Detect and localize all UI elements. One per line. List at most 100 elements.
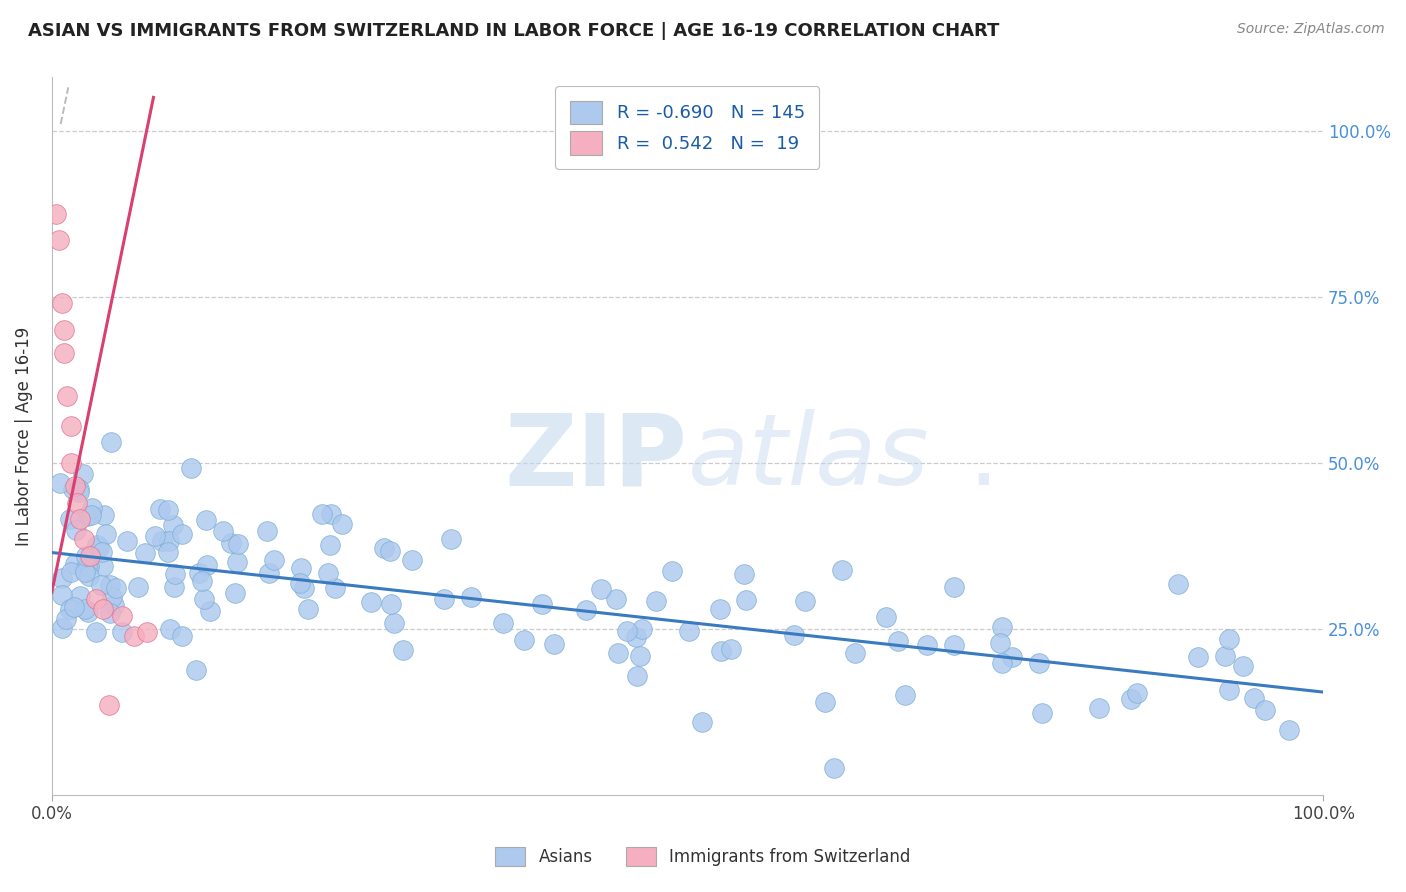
Point [170, 527, 193, 541]
Point [709, 602, 731, 616]
Point [53, 323, 76, 337]
Point [943, 638, 966, 652]
Point [783, 627, 806, 641]
Point [1232, 659, 1254, 673]
Point [101, 590, 124, 604]
Point [51, 588, 73, 602]
Point [67, 485, 90, 500]
Point [492, 616, 515, 631]
Point [1218, 682, 1240, 697]
Point [55, 612, 77, 626]
Point [710, 644, 733, 658]
Point [134, 545, 156, 559]
Point [111, 608, 134, 623]
Point [103, 599, 125, 613]
Point [165, 567, 187, 582]
Point [1028, 657, 1050, 671]
Point [65, 524, 87, 538]
Point [59, 512, 82, 526]
Point [194, 513, 217, 527]
Point [380, 597, 402, 611]
Point [48, 233, 70, 247]
Point [91, 558, 114, 573]
Point [432, 592, 454, 607]
Point [1001, 649, 1024, 664]
Point [316, 566, 339, 581]
Text: Source: ZipAtlas.com: Source: ZipAtlas.com [1237, 22, 1385, 37]
Point [392, 642, 415, 657]
Point [605, 592, 627, 607]
Point [942, 580, 965, 594]
Point [626, 669, 648, 683]
Point [678, 624, 700, 638]
Point [59, 456, 82, 470]
Point [1243, 691, 1265, 706]
Point [97, 698, 120, 713]
Point [360, 595, 382, 609]
Point [440, 532, 463, 546]
Point [814, 695, 837, 709]
Point [157, 545, 180, 559]
Point [894, 689, 917, 703]
Y-axis label: In Labor Force | Age 16-19: In Labor Force | Age 16-19 [15, 326, 32, 546]
Point [794, 593, 817, 607]
Point [77, 558, 100, 573]
Point [530, 597, 553, 611]
Point [69, 512, 91, 526]
Point [59, 419, 82, 434]
Point [1088, 701, 1111, 715]
Point [91, 602, 114, 616]
Point [111, 625, 134, 640]
Point [644, 594, 666, 608]
Point [292, 581, 315, 595]
Point [513, 632, 536, 647]
Point [212, 524, 235, 539]
Point [56, 389, 79, 403]
Point [382, 616, 405, 631]
Point [79, 549, 101, 563]
Point [51, 571, 73, 585]
Point [226, 537, 249, 551]
Point [319, 507, 342, 521]
Point [86, 625, 108, 640]
Point [159, 622, 181, 636]
Text: atlas: atlas [688, 409, 929, 507]
Point [184, 663, 207, 677]
Point [311, 508, 333, 522]
Point [76, 559, 98, 574]
Point [90, 578, 112, 592]
Point [735, 593, 758, 607]
Point [104, 582, 127, 596]
Point [77, 606, 100, 620]
Legend: Asians, Immigrants from Switzerland: Asians, Immigrants from Switzerland [488, 840, 918, 873]
Point [53, 346, 76, 360]
Point [63, 557, 86, 571]
Point [887, 634, 910, 648]
Point [67, 482, 90, 496]
Point [94, 527, 117, 541]
Point [1167, 577, 1189, 591]
Point [170, 629, 193, 643]
Point [1126, 686, 1149, 700]
Point [290, 561, 312, 575]
Point [380, 544, 402, 558]
Point [875, 609, 897, 624]
Point [60, 565, 83, 579]
Point [624, 630, 647, 644]
Point [988, 636, 1011, 650]
Point [80, 508, 103, 522]
Point [143, 529, 166, 543]
Point [831, 563, 853, 577]
Point [136, 625, 159, 640]
Point [45, 207, 67, 221]
Point [69, 589, 91, 603]
Point [91, 545, 114, 559]
Point [127, 580, 149, 594]
Point [224, 586, 246, 600]
Point [844, 646, 866, 660]
Point [156, 502, 179, 516]
Point [319, 538, 342, 552]
Point [75, 549, 97, 563]
Point [256, 524, 278, 538]
Point [1031, 706, 1053, 720]
